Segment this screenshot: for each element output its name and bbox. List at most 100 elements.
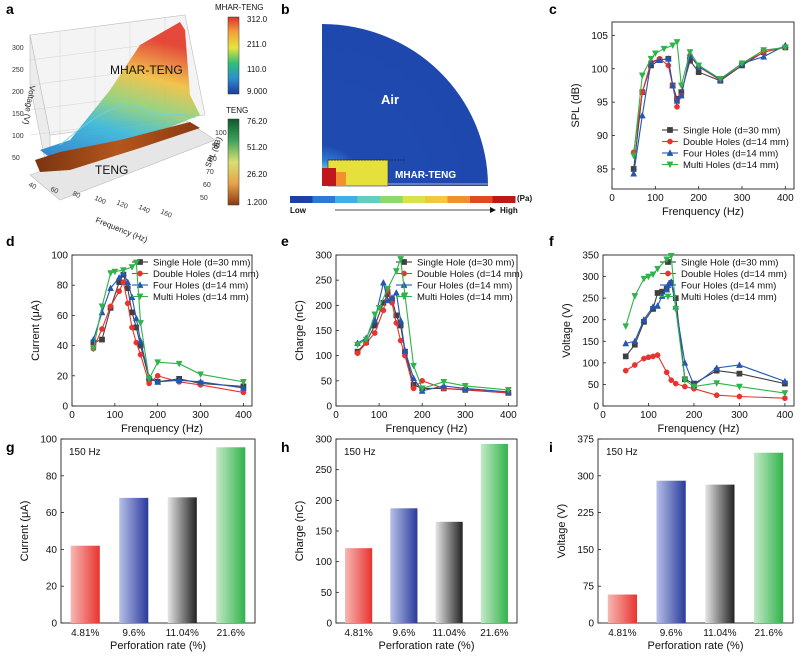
panel-a-x-tick: 120 bbox=[115, 199, 129, 210]
data-point bbox=[410, 374, 417, 382]
device-label: MHAR-TENG bbox=[395, 170, 456, 181]
colorbar-teng-tick-3: 1.200 bbox=[247, 198, 268, 207]
bar-annotation: 150 Hz bbox=[69, 447, 101, 458]
x-tick-label: 100 bbox=[640, 410, 657, 421]
data-point bbox=[124, 278, 132, 286]
y-tick-label: 300 bbox=[577, 471, 594, 482]
bar bbox=[390, 508, 418, 623]
data-point bbox=[695, 69, 702, 75]
data-point bbox=[129, 324, 135, 331]
legend-label: Multi Holes (d=14 mm) bbox=[683, 160, 779, 171]
data-point bbox=[736, 361, 743, 368]
data-point bbox=[669, 42, 677, 50]
y-axis-label: Current (μA) bbox=[30, 300, 42, 361]
data-point bbox=[410, 362, 417, 370]
x-tick-label: 9.6% bbox=[122, 628, 145, 639]
panel-a-y-ticks: 50 60 70 80 90 100 bbox=[200, 130, 227, 202]
panel-a-x-label: Frequency (Hz) bbox=[94, 216, 149, 245]
plot-frame bbox=[611, 21, 795, 190]
plot-frame bbox=[71, 254, 253, 407]
y-tick-label: 95 bbox=[597, 98, 609, 109]
chart-e-charge: 0 50 100 150 200 250 300 Charge (nC) Frenquency … bbox=[294, 251, 523, 436]
data-point bbox=[667, 138, 673, 145]
panel-letter-g: g bbox=[6, 439, 15, 455]
x-tick-label: 21.6% bbox=[480, 628, 508, 639]
data-point bbox=[98, 303, 106, 311]
x-tick-label: 9.6% bbox=[660, 628, 683, 639]
y-tick-label: 40 bbox=[57, 341, 69, 352]
panel-letter-d: d bbox=[6, 233, 15, 249]
y-tick-label: 50 bbox=[588, 380, 600, 391]
x-tick-label: 11.04% bbox=[166, 628, 199, 639]
plot-frame bbox=[602, 254, 795, 407]
data-point bbox=[664, 54, 672, 62]
data-point bbox=[673, 39, 681, 46]
data-point bbox=[660, 45, 668, 53]
legend-label: Four Holes (d=14 mm) bbox=[153, 281, 248, 292]
data-point bbox=[371, 330, 378, 336]
panel-a-y-tick: 50 bbox=[200, 195, 208, 202]
x-tick-label: 11.04% bbox=[433, 628, 466, 639]
bar bbox=[167, 497, 197, 623]
y-tick-label: 60 bbox=[46, 508, 58, 519]
data-point bbox=[111, 268, 119, 276]
data-point bbox=[760, 47, 768, 54]
data-point bbox=[410, 385, 417, 392]
plot-frame bbox=[597, 438, 794, 624]
panel-letter-i: i bbox=[549, 439, 553, 455]
panel-a-z-tick: 100 bbox=[12, 133, 24, 140]
colorbar-mhar bbox=[227, 16, 240, 95]
data-point bbox=[622, 323, 630, 330]
data-point bbox=[656, 56, 664, 63]
x-axis-label: Frenquency (Hz) bbox=[662, 206, 744, 218]
y-axis-label: SPL (dB) bbox=[570, 83, 582, 127]
data-point bbox=[713, 392, 720, 399]
legend-label: Double Holes (d=14 mm) bbox=[683, 137, 789, 148]
colorbar-mhar-tick-3: 9.000 bbox=[247, 87, 268, 96]
x-tick-label: 300 bbox=[734, 193, 751, 204]
data-point bbox=[388, 294, 396, 301]
y-tick-label: 250 bbox=[315, 465, 332, 476]
panel-a-y-tick: 70 bbox=[206, 169, 214, 176]
y-tick-label: 300 bbox=[315, 251, 332, 262]
data-point bbox=[672, 306, 680, 313]
legend-label: Four Holes (d=14 mm) bbox=[681, 281, 776, 292]
data-point bbox=[713, 364, 721, 371]
x-tick-label: 400 bbox=[777, 193, 794, 204]
data-point bbox=[175, 360, 183, 368]
legend-label: Four Holes (d=14 mm) bbox=[417, 281, 512, 292]
x-tick-label: 0 bbox=[600, 410, 606, 421]
data-point bbox=[145, 375, 153, 383]
data-point bbox=[461, 383, 469, 390]
pressure-scale-segment bbox=[380, 196, 403, 203]
scale-low-label: Low bbox=[290, 206, 307, 215]
y-tick-label: 200 bbox=[582, 315, 599, 326]
y-axis-label: Charge (nC) bbox=[294, 300, 306, 361]
chart-f-voltage: 0 50 100 150 200 250 300 350 Voltage (V) Frenquen… bbox=[561, 251, 795, 435]
colorbar-teng bbox=[227, 118, 240, 206]
data-point bbox=[736, 393, 743, 400]
air-label: Air bbox=[381, 92, 399, 107]
data-point bbox=[673, 97, 681, 104]
y-tick-label: 0 bbox=[588, 619, 594, 630]
bar-annotation: 150 Hz bbox=[344, 447, 376, 458]
data-point bbox=[392, 268, 400, 275]
y-tick-label: 100 bbox=[582, 358, 599, 369]
data-point bbox=[400, 293, 408, 301]
data-point bbox=[631, 293, 639, 300]
data-point bbox=[401, 346, 409, 354]
y-tick-label: 300 bbox=[582, 272, 599, 283]
y-tick-label: 90 bbox=[597, 131, 609, 142]
data-point bbox=[136, 293, 144, 301]
data-point bbox=[362, 336, 370, 344]
pressure-scale-segment bbox=[312, 196, 336, 203]
mhar-teng-ridge bbox=[59, 104, 196, 146]
panel-letter-a: a bbox=[6, 1, 14, 17]
pressure-scale-segment bbox=[425, 196, 448, 203]
x-tick-label: 0 bbox=[609, 193, 615, 204]
bar-annotation: 150 Hz bbox=[606, 447, 638, 458]
y-axis-label: Current (μA) bbox=[19, 501, 31, 562]
y-tick-label: 20 bbox=[57, 371, 69, 382]
bar bbox=[345, 548, 373, 623]
colorbar-mhar-tick-1: 211.0 bbox=[247, 40, 267, 49]
